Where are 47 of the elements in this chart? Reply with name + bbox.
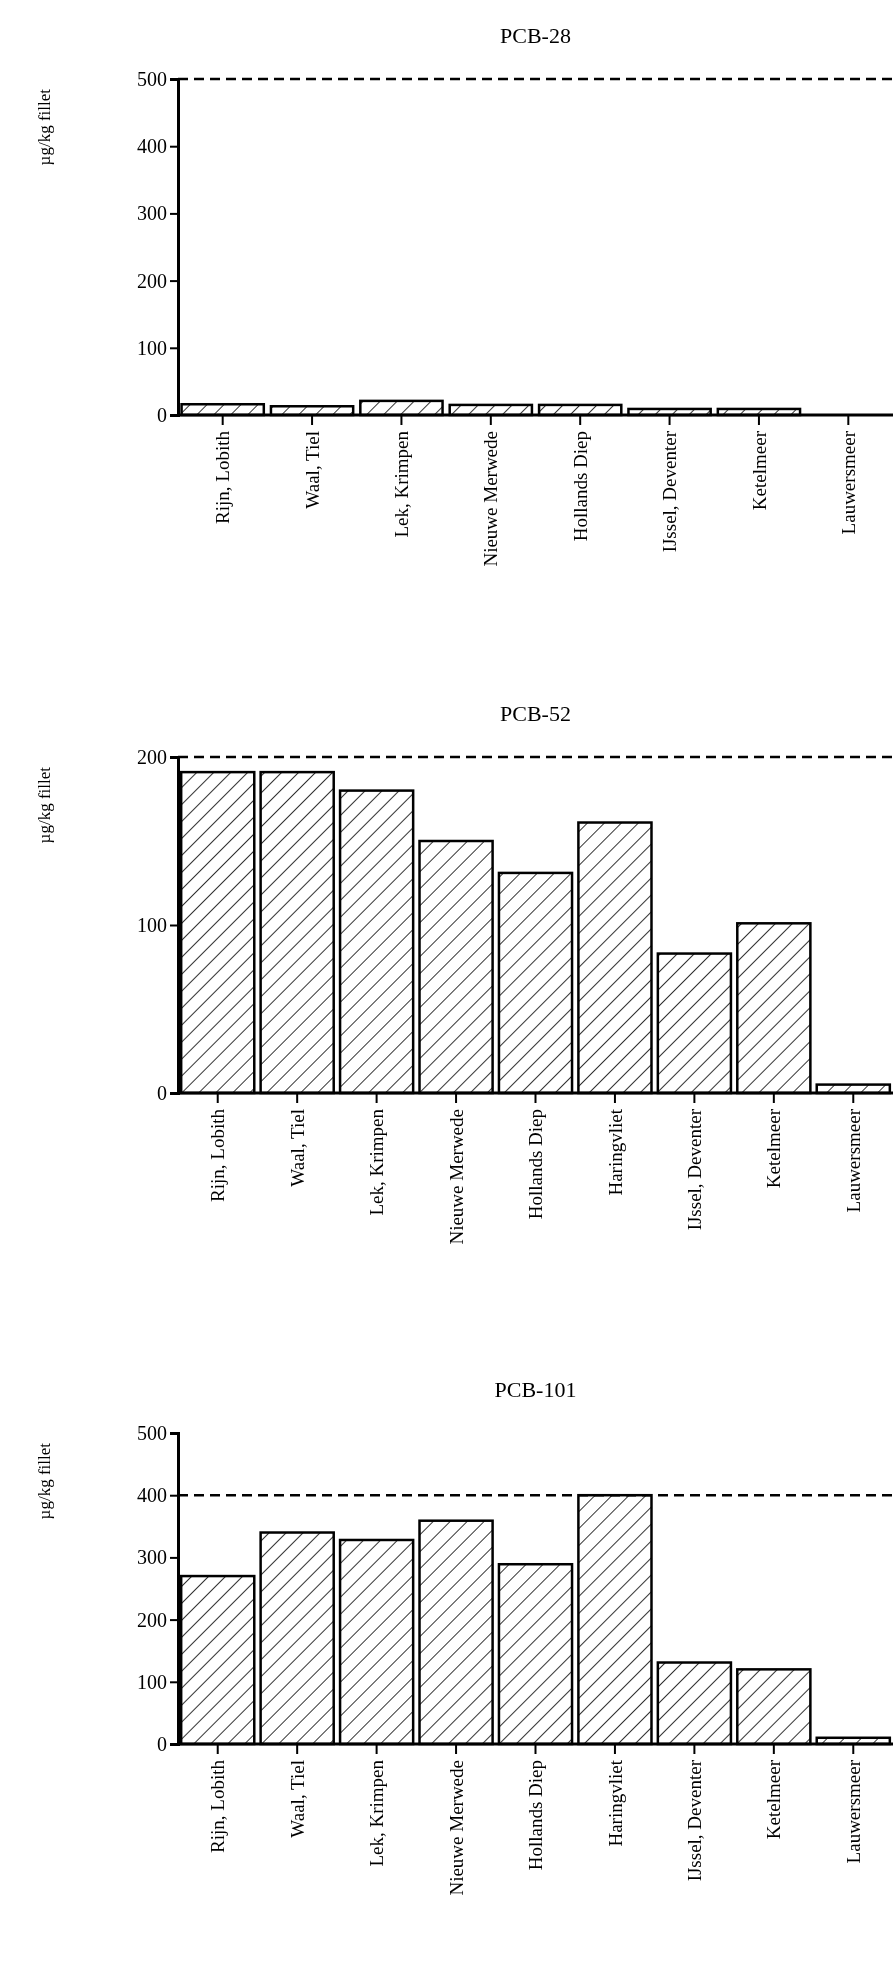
y-tick-label: 0 <box>157 1732 167 1755</box>
y-tick-label: 100 <box>137 1670 167 1693</box>
x-tick-label: IJssel, Deventer <box>684 1108 706 1231</box>
y-tick-label: 500 <box>137 67 167 90</box>
y-tick-label: 100 <box>137 336 167 359</box>
x-tick-label: Lauwersmeer <box>842 1759 864 1864</box>
chart-title: PCB-101 <box>494 1377 577 1402</box>
x-tick-label: Lek, Krimpen <box>366 1759 388 1867</box>
y-axis-title: µg/kg fillet <box>35 766 54 844</box>
x-tick-label: Hollands Diep <box>525 1760 547 1871</box>
y-tick-label: 0 <box>157 403 167 426</box>
y-tick-label: 400 <box>137 1484 167 1507</box>
x-tick-label: Rijn, Lobith <box>207 1108 229 1202</box>
x-tick-label: Ketelmeer <box>748 430 770 511</box>
x-tick-label: Waal, Tiel <box>286 1760 308 1838</box>
x-tick-label: Lauwersmeer <box>837 430 859 535</box>
x-tick-label: Lek, Krimpen <box>391 430 413 538</box>
chart-title: PCB-52 <box>500 701 571 726</box>
x-tick-label: Nieuwe Merwede <box>445 1760 467 1896</box>
x-tick-label: Waal, Tiel <box>286 1109 308 1187</box>
y-tick-label: 200 <box>137 745 167 768</box>
y-tick-label: 400 <box>137 135 167 158</box>
y-tick-label: 300 <box>137 202 167 225</box>
x-tick-label: Lek, Krimpen <box>366 1108 388 1216</box>
x-tick-label: Lauwersmeer <box>842 1108 864 1213</box>
y-tick-label: 0 <box>157 1081 167 1104</box>
x-tick-label: Rijn, Lobith <box>212 430 234 524</box>
x-tick-label: IJssel, Deventer <box>659 430 681 553</box>
y-tick-label: 200 <box>137 1608 167 1631</box>
y-tick-label: 500 <box>137 1421 167 1444</box>
x-tick-label: Nieuwe Merwede <box>480 431 502 567</box>
x-tick-label: IJssel, Deventer <box>684 1759 706 1882</box>
y-tick-label: 300 <box>137 1546 167 1569</box>
x-tick-label: Nieuwe Merwede <box>445 1109 467 1245</box>
x-tick-label: Waal, Tiel <box>301 431 323 509</box>
x-tick-label: Hollands Diep <box>525 1109 547 1220</box>
x-tick-label: Ketelmeer <box>763 1759 785 1840</box>
x-tick-label: Ketelmeer <box>763 1108 785 1189</box>
x-tick-label: Hollands Diep <box>569 431 591 542</box>
y-axis-title: µg/kg fillet <box>35 1442 54 1520</box>
y-tick-label: 200 <box>137 269 167 292</box>
x-tick-label: Haringvliet <box>604 1108 626 1196</box>
x-tick-label: Haringvliet <box>604 1759 626 1847</box>
y-tick-label: 100 <box>137 913 167 936</box>
x-tick-label: Rijn, Lobith <box>207 1759 229 1853</box>
y-axis-title: µg/kg fillet <box>35 88 54 166</box>
chart-title: PCB-28 <box>500 23 571 48</box>
